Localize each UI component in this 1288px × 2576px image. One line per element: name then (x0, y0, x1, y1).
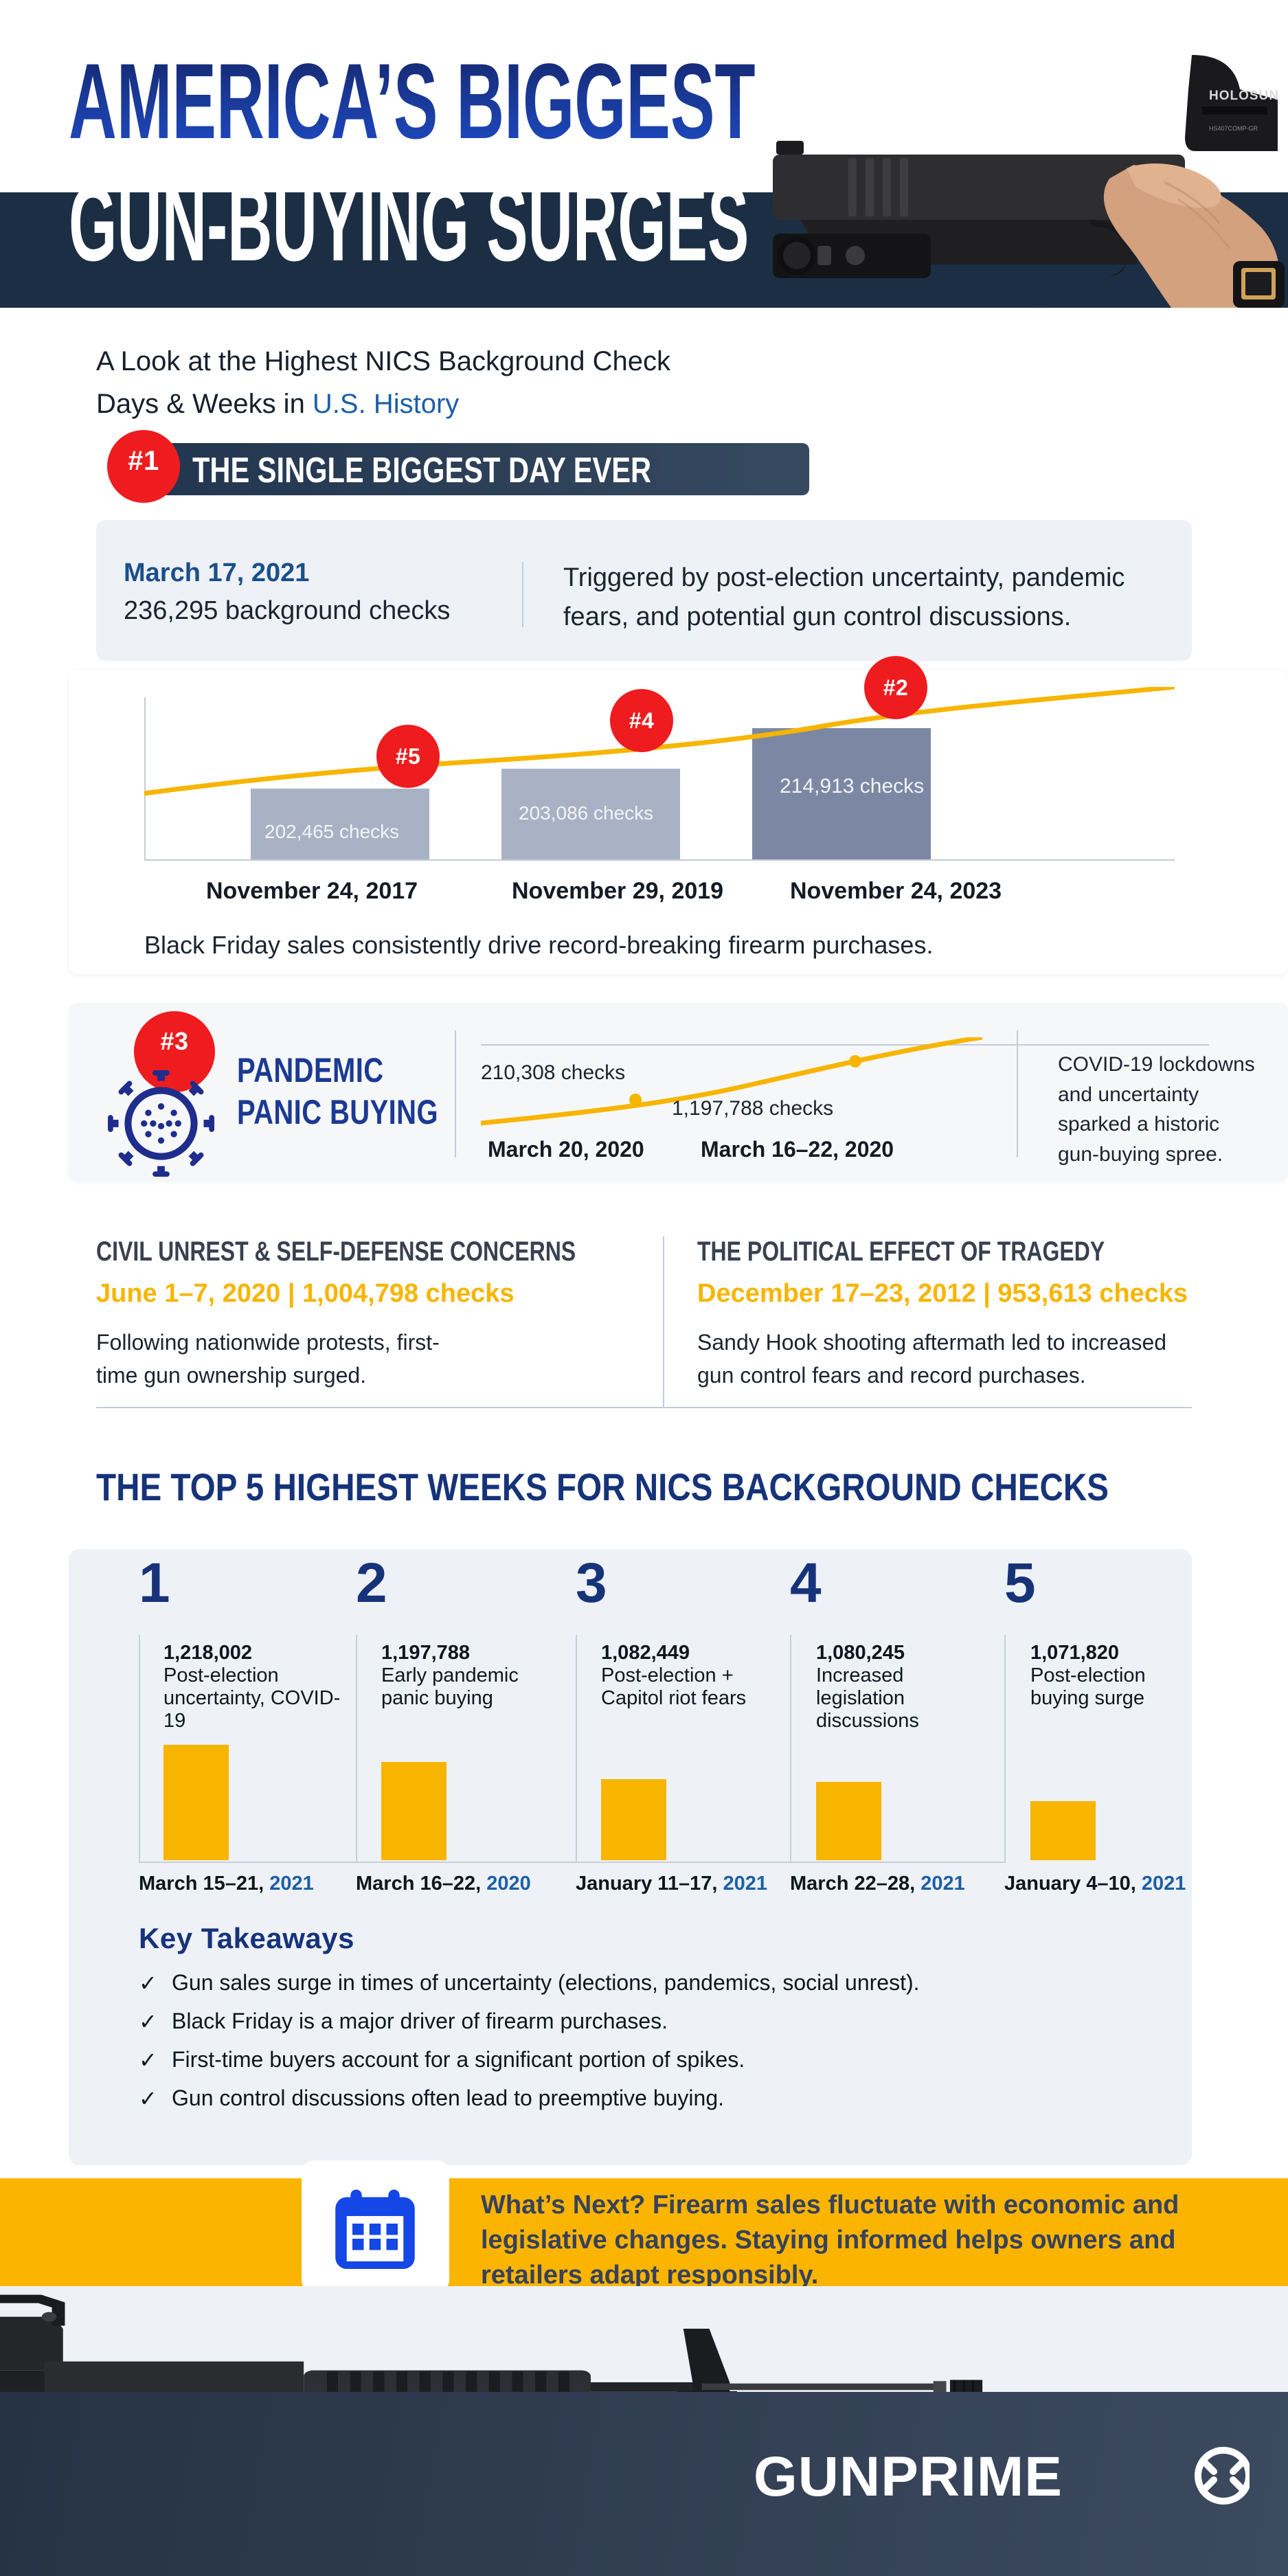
svg-text:HOLOSUN: HOLOSUN (1209, 89, 1279, 103)
svg-text:HS407COMP-GR: HS407COMP-GR (1209, 125, 1258, 132)
svg-text:GUNPRIME: GUNPRIME (754, 2445, 1063, 2506)
